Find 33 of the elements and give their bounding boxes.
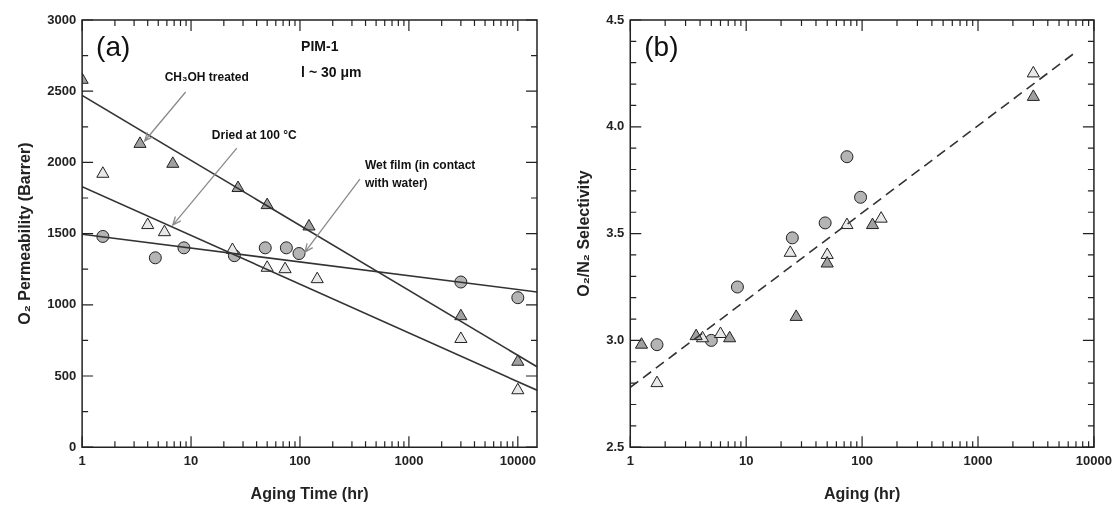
x-tick-label: 10	[738, 452, 754, 468]
x-tick-label: 1000	[394, 452, 424, 468]
x-tick-label: 10	[183, 452, 199, 468]
x-tick-label: 1000	[963, 452, 993, 468]
x-axis-title: Aging (hr)	[823, 484, 901, 502]
x-tick-label: 1	[626, 452, 634, 468]
chart-title: (b)	[644, 30, 679, 62]
y-tick-label: 2.5	[606, 438, 625, 454]
y-tick-label: 4.0	[606, 118, 625, 134]
y-tick-label: 500	[54, 367, 77, 383]
y-tick-label: 0	[68, 438, 77, 454]
y-axis-title: O₂ Permeability (Barrer)	[16, 142, 34, 325]
x-tick-label: 10000	[499, 452, 536, 468]
x-axis-title: Aging Time (hr)	[250, 484, 369, 502]
annotation: PIM-1	[301, 37, 339, 54]
x-tick-label: 10000	[1075, 452, 1112, 468]
chart-title: (a)	[96, 30, 131, 62]
x-tick-label: 100	[851, 452, 873, 468]
y-tick-label: 4.5	[606, 11, 625, 27]
annotation: Wet film (in contact with water)	[363, 158, 476, 191]
y-tick-label: 1000	[47, 296, 77, 312]
annotation: Dried at 100 °C	[211, 128, 297, 143]
x-tick-label: 100	[289, 452, 311, 468]
annotation: l ~ 30 μm	[301, 63, 362, 80]
y-tick-label: 3.0	[606, 331, 625, 347]
x-tick-label: 1	[78, 452, 86, 468]
y-tick-label: 3.5	[606, 225, 625, 241]
y-tick-label: 1500	[47, 225, 77, 241]
annotation: CH₃OH treated	[164, 70, 249, 85]
y-axis-title: O₂/N₂ Selectivity	[575, 170, 593, 297]
y-tick-label: 3000	[47, 11, 77, 27]
y-tick-label: 2500	[47, 82, 77, 98]
y-tick-label: 2000	[47, 153, 77, 169]
